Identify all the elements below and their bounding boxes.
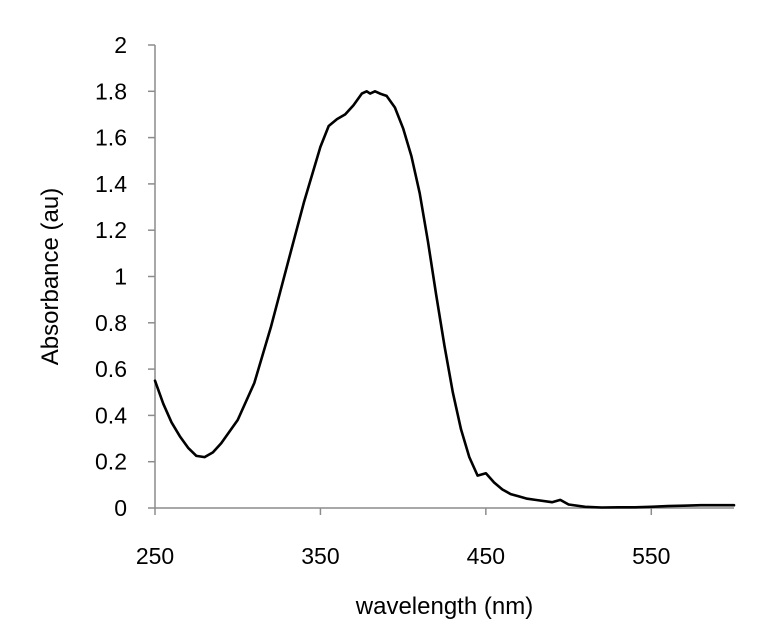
y-tick-label: 0.2 xyxy=(95,449,127,475)
y-tick-label: 1.4 xyxy=(95,171,127,197)
y-tick-label: 2 xyxy=(114,32,127,58)
y-axis-title: Absorbance (au) xyxy=(37,188,64,365)
x-axis-title: wavelength (nm) xyxy=(355,593,533,620)
y-tick-label: 0.4 xyxy=(95,402,127,428)
y-tick-label: 1.8 xyxy=(95,78,127,104)
y-tick-label: 0.8 xyxy=(95,310,127,336)
absorbance-series-line xyxy=(153,90,736,509)
y-axis-ticks: 0 0.2 0.4 0.6 0.8 1 1.2 1.4 1.6 1.8 2 xyxy=(95,32,155,521)
x-tick-label: 550 xyxy=(632,543,670,569)
y-tick-label: 0.6 xyxy=(95,356,127,382)
y-tick-label: 1 xyxy=(114,264,127,290)
y-tick-label: 1.6 xyxy=(95,125,127,151)
x-tick-label: 350 xyxy=(301,543,339,569)
x-axis-ticks: 250 350 450 550 xyxy=(136,508,670,569)
y-tick-label: 0 xyxy=(114,495,127,521)
series-group xyxy=(153,90,736,509)
x-tick-label: 450 xyxy=(467,543,505,569)
y-tick-label: 1.2 xyxy=(95,217,127,243)
x-tick-label: 250 xyxy=(136,543,174,569)
